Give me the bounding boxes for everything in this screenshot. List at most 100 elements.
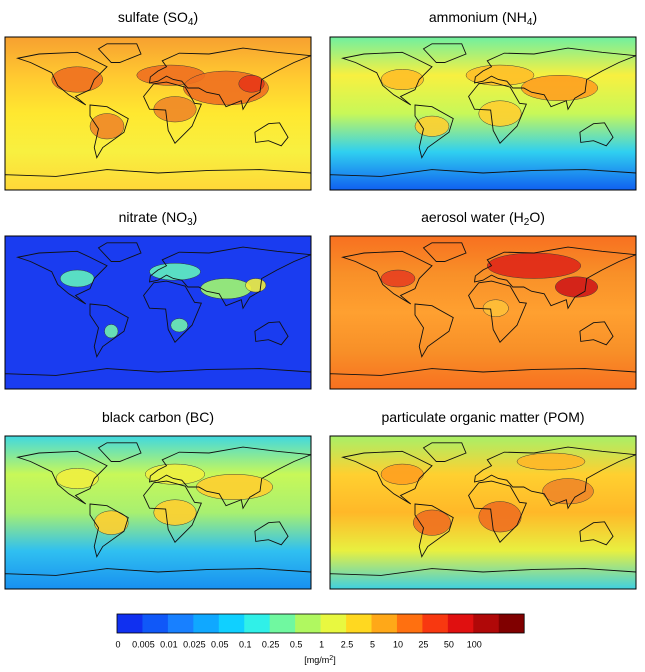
colorbar-tick-label: 1	[319, 639, 324, 649]
concentration-patch	[170, 318, 188, 333]
concentration-patch	[521, 75, 598, 101]
map-frame	[329, 235, 637, 390]
coastline	[148, 446, 311, 510]
concentration-patch	[60, 269, 95, 288]
title-subscript: 4	[527, 17, 533, 28]
concentration-patch	[245, 278, 267, 293]
panel-title: nitrate (NO3)	[119, 209, 198, 228]
colorbar-tick-label: 10	[393, 639, 403, 649]
concentration-patch	[516, 452, 586, 471]
map-panel	[330, 436, 636, 589]
colorbar-box	[320, 614, 347, 633]
coastline	[422, 242, 467, 262]
coastline	[473, 47, 636, 111]
colorbar-box	[346, 614, 372, 633]
concentration-patch	[380, 269, 416, 288]
colorbar-tick-label: 0.01	[160, 639, 178, 649]
concentration-patch	[465, 64, 535, 86]
concentration-patch	[238, 75, 265, 93]
coastline	[254, 122, 289, 147]
coastline	[422, 442, 467, 462]
concentration-patch	[149, 262, 201, 281]
concentration-patch	[487, 252, 581, 279]
coastline	[468, 280, 527, 343]
map-field	[5, 236, 311, 389]
panel-title: particulate organic matter (POM)	[381, 409, 584, 425]
coastline	[473, 246, 636, 310]
colorbar-tick-label: 50	[444, 639, 454, 649]
concentration-patch	[380, 463, 424, 485]
panel-title: ammonium (NH4)	[429, 9, 537, 28]
colorbar-box	[498, 614, 525, 633]
coastline	[414, 503, 454, 558]
concentration-patch	[51, 66, 103, 93]
title-text-end: )	[193, 209, 198, 225]
coastline	[468, 480, 527, 543]
coastline	[148, 246, 311, 310]
panel-title: aerosol water (H2O)	[421, 209, 545, 228]
coastline	[97, 242, 142, 262]
concentration-patch	[482, 299, 509, 317]
coastline	[148, 47, 311, 111]
map-frame	[329, 36, 637, 191]
coastline	[143, 480, 202, 543]
title-text: nitrate (NO	[119, 209, 188, 225]
map-frame	[4, 36, 312, 191]
colorbar-tick-label: 2.5	[341, 639, 354, 649]
colorbar-tick-label: 0.025	[183, 639, 206, 649]
coastline	[143, 81, 202, 144]
coastline	[330, 568, 636, 589]
concentration-patch	[555, 276, 598, 298]
coastline	[330, 169, 636, 190]
coastline	[473, 446, 636, 510]
colorbar-unit: [mg/m2]	[304, 655, 335, 666]
map-panel	[330, 37, 636, 190]
title-text-end: )	[532, 9, 537, 25]
concentration-patch	[478, 100, 522, 127]
title-text: black carbon (BC)	[102, 409, 214, 425]
concentration-patch	[414, 115, 450, 137]
coastline	[97, 43, 142, 63]
coastline	[414, 104, 454, 159]
coastline	[414, 303, 454, 358]
map-panel	[5, 436, 311, 589]
map-panel	[330, 236, 636, 389]
colorbar-tick-label: 0.25	[262, 639, 280, 649]
concentration-patch	[542, 478, 594, 505]
colorbar-box	[142, 614, 169, 633]
colorbar-box	[218, 614, 245, 633]
coastline	[341, 450, 433, 505]
unit-text-end: ]	[333, 655, 336, 665]
colorbar-box	[193, 614, 220, 633]
panel-title: black carbon (BC)	[102, 409, 214, 425]
coastline	[579, 321, 614, 346]
colorbar-tick-label: 0	[115, 639, 120, 649]
coastline	[89, 303, 129, 358]
coastline	[341, 250, 433, 305]
title-text: sulfate (SO	[118, 9, 188, 25]
map-frame	[4, 235, 312, 390]
title-subscript: 2	[524, 217, 530, 228]
coastline	[89, 104, 129, 159]
map-field	[330, 236, 636, 389]
title-text: ammonium (NH	[429, 9, 527, 25]
concentration-patch	[153, 499, 197, 526]
colorbar-box	[473, 614, 500, 633]
coastline	[89, 503, 129, 558]
coastline	[16, 450, 108, 505]
concentration-patch	[153, 96, 197, 123]
colorbar-frame	[116, 613, 525, 634]
panel-title: sulfate (SO4)	[118, 9, 198, 28]
coastline	[579, 122, 614, 147]
concentration-patch	[89, 113, 125, 140]
title-text: particulate organic matter (POM)	[381, 409, 584, 425]
concentration-patch	[104, 324, 119, 339]
colorbar-tick-label: 0.1	[239, 639, 252, 649]
map-frame	[4, 435, 312, 590]
title-subscript: 4	[188, 17, 194, 28]
coastline	[97, 442, 142, 462]
coastline	[254, 521, 289, 546]
title-text: aerosol water (H	[421, 209, 524, 225]
colorbar-tick-label: 25	[418, 639, 428, 649]
